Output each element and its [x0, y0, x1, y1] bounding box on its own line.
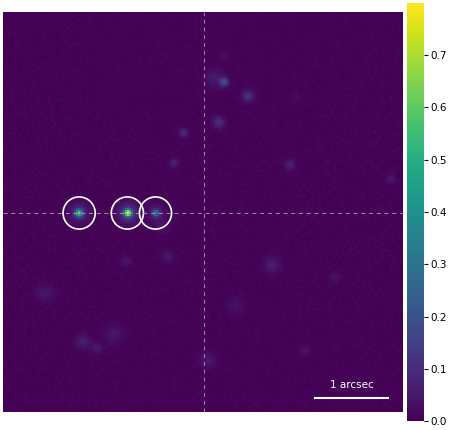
Text: 1 arcsec: 1 arcsec — [329, 380, 373, 390]
